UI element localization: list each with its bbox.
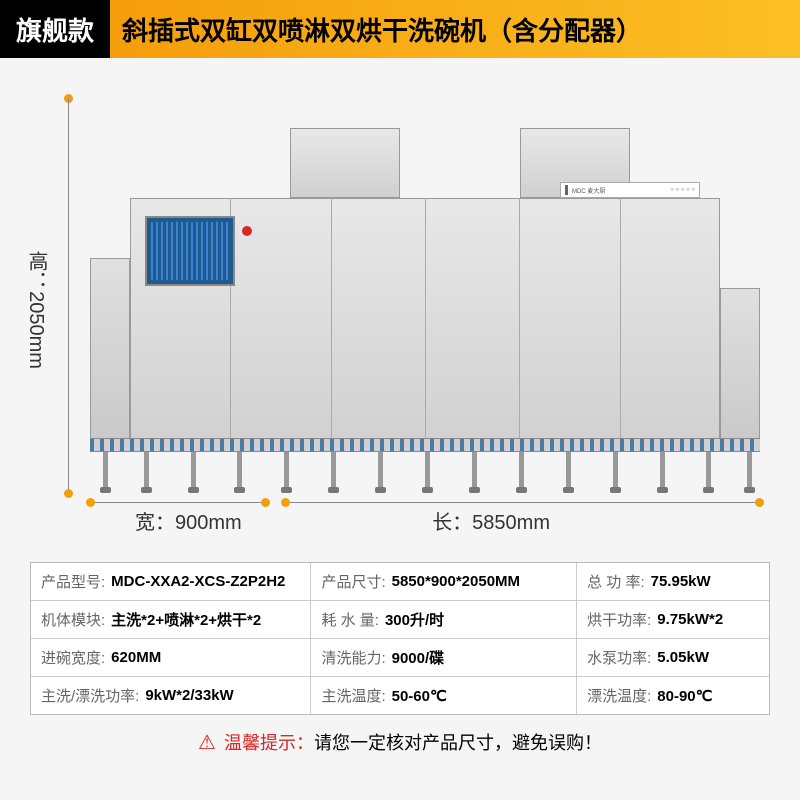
spec-cell: 机体模块: 主洗*2+喷淋*2+烘干*2	[31, 601, 311, 638]
spec-value: 50-60℃	[392, 687, 447, 705]
flagship-badge: 旗舰款	[0, 0, 110, 58]
dim-dot	[281, 498, 290, 507]
table-row: 进碗宽度: 620MM 清洗能力: 9000/碟 水泵功率: 5.05kW	[31, 639, 769, 677]
spec-cell: 进碗宽度: 620MM	[31, 639, 311, 676]
spec-cell: 水泵功率: 5.05kW	[577, 639, 769, 676]
machine-outlet	[720, 288, 760, 450]
spec-cell: 总 功 率: 75.95kW	[577, 563, 769, 600]
table-row: 产品型号: MDC-XXA2-XCS-Z2P2H2 产品尺寸: 5850*900*2…	[31, 563, 769, 601]
length-label: 长：5850mm	[432, 506, 550, 535]
bottom-dimensions: 宽：900mm 长：5850mm	[90, 502, 760, 532]
warning-text: 请您一定核对产品尺寸，避免误购！	[314, 733, 602, 753]
control-panel: MDC 麦大厨 ○ ○ ○ ○ ○	[560, 182, 700, 198]
spec-value: 9000/碟	[392, 647, 445, 668]
height-label: 高：2050mm	[22, 251, 51, 369]
height-dimension-line	[68, 98, 69, 494]
warning-icon: ⚠	[198, 730, 216, 755]
header-bar: 旗舰款 斜插式双缸双喷淋双烘干洗碗机（含分配器）	[0, 0, 800, 58]
conveyor-belt	[90, 438, 760, 452]
spec-value: 5850*900*2050MM	[392, 573, 520, 590]
indicator-light	[242, 226, 252, 236]
dim-dot	[261, 498, 270, 507]
spec-cell: 耗 水 量: 300升/时	[311, 601, 577, 638]
machine-legs	[90, 452, 760, 490]
table-row: 机体模块: 主洗*2+喷淋*2+烘干*2 耗 水 量: 300升/时 烘干功率: 9.…	[31, 601, 769, 639]
product-title: 斜插式双缸双喷淋双烘干洗碗机（含分配器）	[110, 0, 800, 58]
width-dimension-line	[90, 502, 265, 503]
warning-notice: ⚠ 温馨提示：请您一定核对产品尺寸，避免误购！	[30, 729, 770, 755]
spec-label: 进碗宽度:	[41, 647, 105, 668]
spec-label: 清洗能力:	[321, 647, 385, 668]
spec-label: 主洗/漂洗功率:	[41, 685, 139, 706]
spec-label: 总 功 率:	[587, 571, 645, 592]
dim-dot	[64, 489, 73, 498]
spec-label: 产品型号:	[41, 571, 105, 592]
machine-window	[145, 216, 235, 286]
spec-cell: 烘干功率: 9.75kW*2	[577, 601, 769, 638]
spec-table: 产品型号: MDC-XXA2-XCS-Z2P2H2 产品尺寸: 5850*900*2…	[30, 562, 770, 715]
spec-value: 主洗*2+喷淋*2+烘干*2	[111, 609, 261, 630]
spec-cell: 主洗温度: 50-60℃	[311, 677, 577, 714]
spec-label: 水泵功率:	[587, 647, 651, 668]
width-label: 宽：900mm	[135, 506, 242, 535]
length-dimension-line	[285, 502, 760, 503]
spec-label: 机体模块:	[41, 609, 105, 630]
machine-vent-unit	[290, 128, 400, 198]
spec-value: 300升/时	[385, 609, 444, 630]
spec-value: 620MM	[111, 649, 161, 666]
spec-value: MDC-XXA2-XCS-Z2P2H2	[111, 573, 285, 590]
control-buttons: ○ ○ ○ ○ ○	[670, 187, 695, 193]
dim-dot	[755, 498, 764, 507]
table-row: 主洗/漂洗功率: 9kW*2/33kW 主洗温度: 50-60℃ 漂洗温度: 80-9…	[31, 677, 769, 714]
spec-value: 5.05kW	[657, 649, 709, 666]
dim-dot	[86, 498, 95, 507]
spec-cell: 产品尺寸: 5850*900*2050MM	[311, 563, 577, 600]
spec-label: 产品尺寸:	[321, 571, 385, 592]
spec-label: 漂洗温度:	[587, 685, 651, 706]
spec-value: 9kW*2/33kW	[145, 687, 233, 704]
spec-cell: 主洗/漂洗功率: 9kW*2/33kW	[31, 677, 311, 714]
warning-prefix: 温馨提示：	[224, 733, 314, 753]
spec-value: 80-90℃	[657, 687, 712, 705]
spec-cell: 产品型号: MDC-XXA2-XCS-Z2P2H2	[31, 563, 311, 600]
spec-label: 烘干功率:	[587, 609, 651, 630]
spec-label: 耗 水 量:	[321, 609, 379, 630]
dimension-diagram: 高：2050mm MDC 麦大厨 ○ ○ ○ ○ ○	[30, 78, 770, 542]
spec-value: 9.75kW*2	[657, 611, 723, 628]
vent-slats	[151, 222, 229, 280]
spec-label: 主洗温度:	[321, 685, 385, 706]
brand-label: MDC 麦大厨	[572, 186, 605, 195]
spec-cell: 漂洗温度: 80-90℃	[577, 677, 769, 714]
spec-cell: 清洗能力: 9000/碟	[311, 639, 577, 676]
machine-inlet	[90, 258, 130, 450]
spec-value: 75.95kW	[651, 573, 711, 590]
machine-illustration: MDC 麦大厨 ○ ○ ○ ○ ○	[90, 108, 760, 490]
